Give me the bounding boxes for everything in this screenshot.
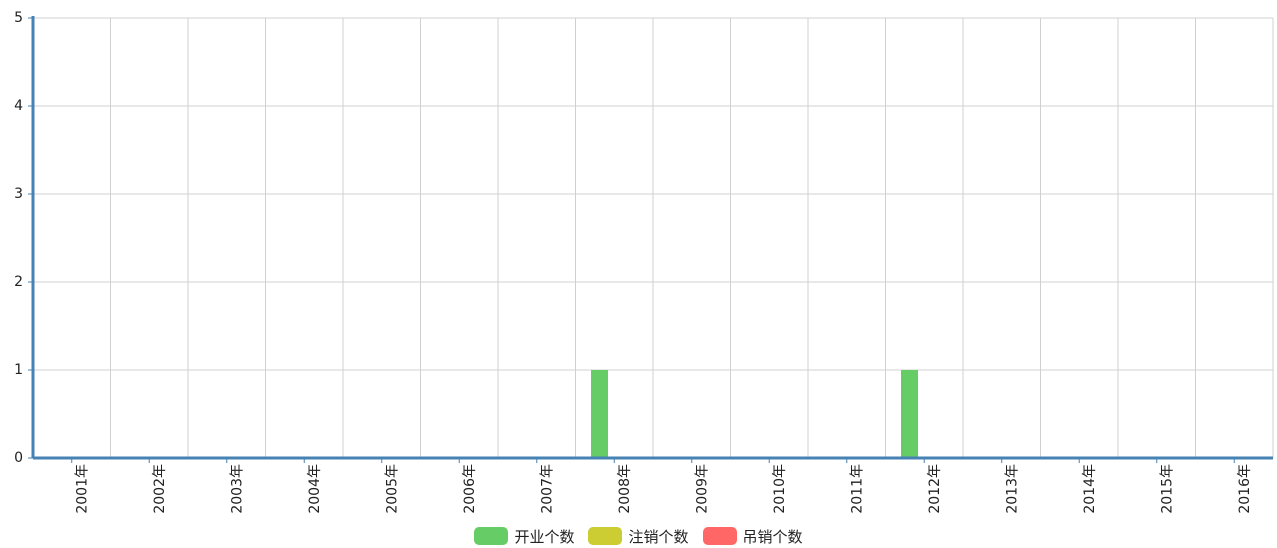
legend-item-open[interactable]: 开业个数	[474, 526, 574, 547]
legend-swatch-revoked	[702, 527, 737, 545]
x-tick-label: 2008年	[617, 464, 633, 514]
x-tick-label: 2001年	[75, 464, 91, 514]
x-tick-label: 2016年	[1237, 464, 1253, 514]
x-tick-label: 2002年	[152, 464, 168, 514]
y-tick-label: 3	[14, 186, 23, 202]
y-tick-label: 0	[14, 450, 23, 466]
legend-item-cancelled[interactable]: 注销个数	[588, 526, 689, 547]
x-tick-label: 2015年	[1160, 464, 1176, 514]
bar	[591, 370, 608, 458]
legend-item-revoked[interactable]: 吊销个数	[702, 526, 803, 547]
legend-swatch-cancelled	[588, 527, 623, 545]
x-tick-label: 2007年	[540, 464, 556, 514]
x-tick-label: 2013年	[1005, 464, 1021, 514]
y-tick-label: 5	[14, 10, 23, 26]
y-tick-label: 4	[14, 98, 23, 114]
legend-label-cancelled: 注销个数	[628, 527, 689, 546]
legend-label-revoked: 吊销个数	[742, 527, 803, 546]
legend-swatch-open	[474, 527, 509, 545]
x-tick-label: 2005年	[385, 464, 401, 514]
x-tick-label: 2011年	[850, 464, 866, 514]
x-tick-label: 2009年	[695, 464, 711, 514]
x-tick-label: 2006年	[462, 464, 478, 514]
bar	[901, 370, 918, 458]
x-tick-label: 2004年	[307, 464, 323, 514]
y-tick-label: 2	[14, 274, 23, 290]
legend-label-open: 开业个数	[514, 527, 575, 546]
x-tick-label: 2010年	[772, 464, 788, 514]
y-tick-label: 1	[14, 362, 23, 378]
x-tick-label: 2012年	[927, 464, 943, 514]
x-tick-label: 2003年	[230, 464, 246, 514]
x-tick-label: 2014年	[1082, 464, 1098, 514]
legend: 开业个数 注销个数 吊销个数	[0, 524, 1277, 548]
